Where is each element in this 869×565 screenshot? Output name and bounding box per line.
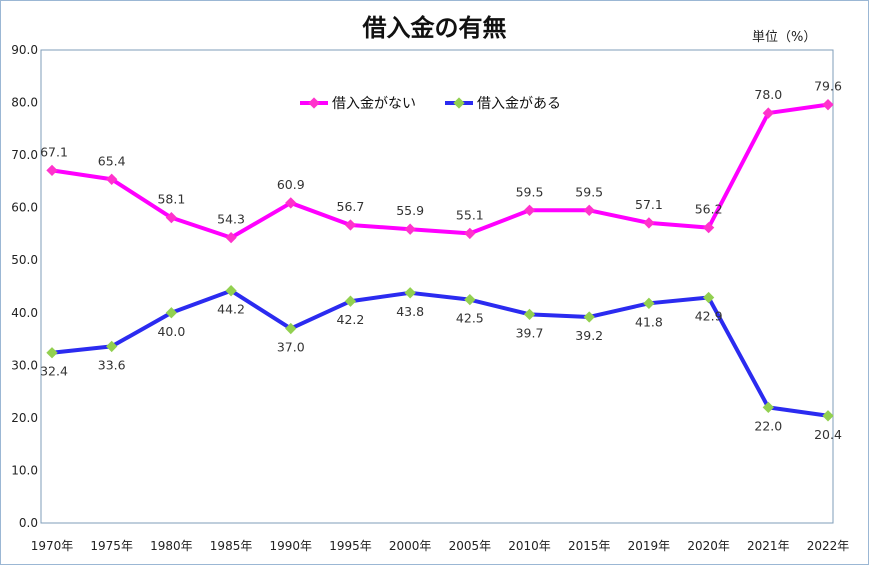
y-tick-labels: 0.0 10.0 20.0 30.0 40.0 50.0 60.0 70.0 80.0 90.0 — [11, 43, 38, 530]
data-label: 40.0 — [157, 324, 185, 339]
data-label: 42.9 — [695, 309, 723, 324]
data-point — [702, 291, 715, 304]
x-tick-label: 2019年 — [628, 539, 671, 553]
chart-title: 借入金の有無 — [362, 14, 507, 42]
data-label: 44.2 — [217, 302, 245, 317]
legend-label: 借入金がある — [477, 96, 561, 112]
y-tick-label: 0.0 — [19, 516, 38, 530]
data-label: 67.1 — [40, 144, 68, 159]
x-tick-label: 2021年 — [747, 539, 790, 553]
data-point — [344, 295, 357, 307]
x-tick-label: 2022年 — [807, 539, 850, 553]
x-tick-label: 1970年 — [31, 539, 74, 553]
data-label: 54.3 — [217, 212, 245, 227]
data-point — [583, 311, 595, 323]
x-tick-label: 2000年 — [389, 539, 432, 553]
series-line-no-loan — [51, 102, 829, 240]
data-point — [225, 285, 237, 297]
data-point — [643, 297, 655, 309]
data-label: 56.2 — [695, 202, 723, 217]
data-label: 39.7 — [516, 325, 544, 340]
data-label: 55.9 — [396, 203, 424, 218]
data-label: 55.1 — [456, 207, 484, 222]
x-tick-label: 1995年 — [329, 539, 372, 553]
data-label: 43.8 — [396, 304, 424, 319]
legend-label: 借入金がない — [332, 96, 416, 112]
data-label: 39.2 — [575, 328, 603, 343]
data-point — [643, 217, 655, 229]
data-point — [523, 308, 536, 321]
axes — [40, 49, 834, 524]
data-point — [762, 401, 774, 414]
data-label: 58.1 — [157, 192, 185, 207]
y-tick-label: 80.0 — [11, 96, 38, 110]
data-label: 42.5 — [456, 311, 484, 326]
data-point — [285, 322, 297, 335]
y-tick-label: 40.0 — [11, 306, 38, 320]
y-tick-label: 60.0 — [11, 201, 38, 215]
data-point — [404, 223, 416, 235]
data-label: 65.4 — [98, 153, 126, 168]
y-tick-label: 30.0 — [11, 358, 38, 372]
legend: 借入金がない 借入金がある — [300, 96, 561, 112]
data-label: 56.7 — [337, 199, 365, 214]
y-tick-label: 90.0 — [11, 43, 38, 57]
data-label: 57.1 — [635, 197, 663, 212]
data-label: 42.2 — [337, 312, 365, 327]
data-point — [702, 221, 715, 234]
x-tick-labels: 1970年 1975年 1980年 1985年 1990年 1995年 2000年 2005年… — [31, 539, 850, 553]
data-label: 20.4 — [814, 427, 842, 442]
data-label: 59.5 — [575, 184, 603, 199]
data-point — [285, 197, 297, 209]
unit-label: 単位（%） — [752, 30, 817, 45]
data-labels: 67.1 65.4 58.1 54.3 60.9 56.7 55.9 55.1 59.5 59.5… — [40, 79, 842, 442]
x-tick-label: 1990年 — [269, 539, 312, 553]
data-point — [165, 211, 178, 224]
plot-area-border — [40, 49, 834, 524]
data-point — [464, 227, 476, 240]
data-point — [523, 204, 536, 216]
data-point — [46, 347, 58, 359]
data-point — [165, 307, 178, 319]
y-tick-label: 10.0 — [11, 463, 38, 477]
data-point — [822, 410, 834, 422]
y-tick-label: 50.0 — [11, 253, 38, 267]
data-point — [46, 164, 58, 177]
data-label: 37.0 — [277, 340, 305, 355]
x-tick-label: 2010年 — [508, 539, 551, 553]
x-tick-label: 2020年 — [687, 539, 730, 553]
x-tick-label: 1975年 — [90, 539, 133, 553]
data-point — [404, 287, 416, 299]
data-label: 78.0 — [754, 87, 782, 102]
x-tick-label: 2005年 — [449, 539, 492, 553]
data-label: 41.8 — [635, 314, 663, 329]
data-point — [583, 204, 595, 216]
series-points — [46, 99, 834, 422]
data-label: 59.5 — [516, 184, 544, 199]
x-tick-label: 1985年 — [210, 539, 253, 553]
data-label: 22.0 — [754, 418, 782, 433]
data-point — [822, 99, 834, 111]
legend-marker — [308, 97, 320, 109]
series-line-has-loan — [51, 288, 829, 418]
y-tick-label: 70.0 — [11, 148, 38, 162]
data-label: 79.6 — [814, 79, 842, 94]
data-label: 33.6 — [98, 357, 126, 372]
series-lines — [51, 102, 829, 418]
data-label: 60.9 — [277, 177, 305, 192]
data-point — [225, 231, 237, 244]
data-label: 32.4 — [40, 364, 68, 379]
x-tick-label: 2015年 — [568, 539, 611, 553]
x-tick-label: 1980年 — [150, 539, 193, 553]
data-point — [464, 293, 476, 306]
y-tick-label: 20.0 — [11, 411, 38, 425]
data-point — [344, 219, 357, 231]
legend-marker — [453, 97, 465, 109]
